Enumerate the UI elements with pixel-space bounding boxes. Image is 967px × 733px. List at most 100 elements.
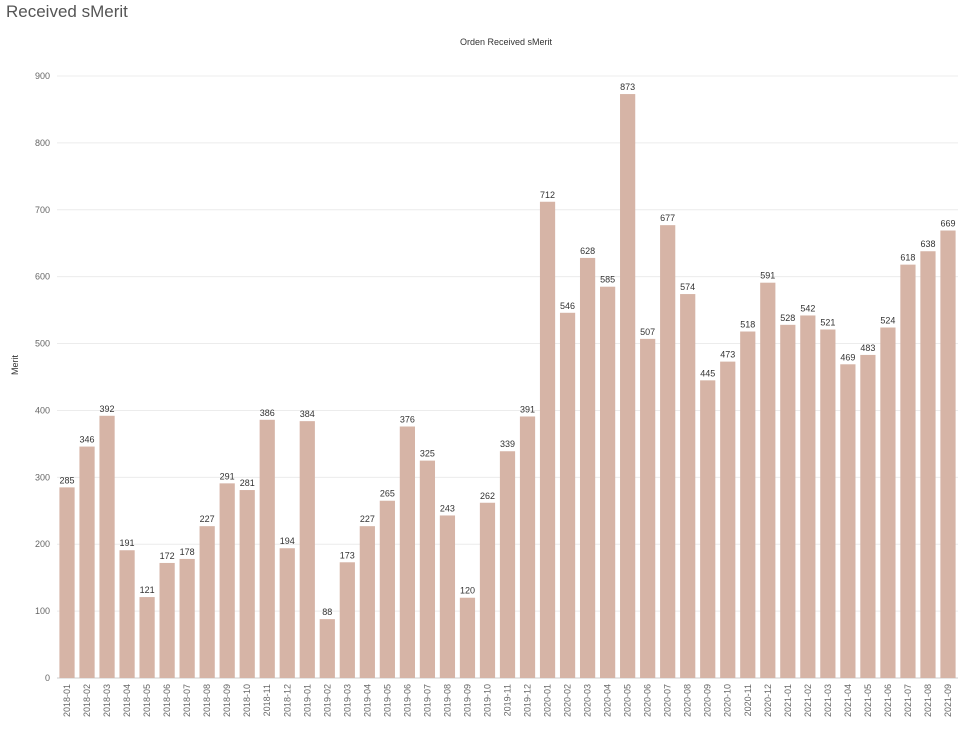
- x-tick-label: 2021-06: [883, 684, 893, 717]
- page-title: Received sMerit: [6, 2, 128, 21]
- x-tick-label: 2021-09: [943, 684, 953, 717]
- bar-2019-09[interactable]: [459, 597, 476, 678]
- bar-2018-05[interactable]: [139, 597, 155, 678]
- x-tick-label: 2020-08: [683, 684, 693, 717]
- y-tick-label: 0: [45, 673, 50, 683]
- x-tick-label: 2020-09: [703, 684, 713, 717]
- bar-2021-04[interactable]: [840, 364, 856, 678]
- bar-2020-06[interactable]: [640, 338, 656, 678]
- bar-2018-11[interactable]: [259, 419, 275, 678]
- bars: [59, 94, 956, 679]
- bar-2020-03[interactable]: [579, 257, 596, 678]
- data-label: 172: [160, 551, 175, 561]
- data-label: 191: [120, 538, 135, 548]
- bar-2018-04[interactable]: [119, 550, 135, 678]
- bar-2019-07[interactable]: [419, 460, 436, 678]
- bar-2021-07[interactable]: [900, 264, 916, 678]
- bar-2020-04[interactable]: [600, 286, 616, 678]
- bar-2018-01[interactable]: [59, 487, 75, 678]
- data-label: 227: [200, 514, 215, 524]
- x-tick-label: 2020-10: [723, 684, 733, 717]
- data-label: 677: [660, 213, 675, 223]
- data-label: 285: [59, 475, 74, 485]
- data-label: 521: [820, 318, 835, 328]
- x-tick-label: 2019-01: [302, 684, 312, 717]
- data-label: 518: [740, 320, 755, 330]
- y-tick-label: 400: [35, 405, 50, 415]
- x-tick-label: 2019-11: [503, 684, 513, 716]
- x-tick-label: 2018-10: [242, 684, 252, 717]
- bar-2019-10[interactable]: [479, 502, 496, 678]
- data-label: 638: [920, 239, 935, 249]
- data-label: 391: [520, 404, 535, 414]
- x-tick-label: 2018-07: [182, 684, 192, 717]
- data-label: 346: [80, 435, 95, 445]
- x-tick-label: 2021-03: [823, 684, 833, 717]
- x-tick-label: 2020-07: [663, 684, 673, 717]
- x-tick-label: 2019-07: [422, 684, 432, 717]
- x-tick-label: 2020-06: [643, 684, 653, 717]
- data-label: 194: [280, 536, 295, 546]
- bar-2021-09[interactable]: [940, 230, 956, 678]
- bar-2019-06[interactable]: [399, 426, 415, 678]
- x-tick-label: 2019-06: [402, 684, 412, 717]
- data-label: 227: [360, 514, 375, 524]
- bar-2018-09[interactable]: [219, 483, 235, 678]
- bar-2020-10[interactable]: [720, 361, 736, 678]
- bar-2020-02[interactable]: [559, 312, 576, 678]
- bar-2019-08[interactable]: [439, 515, 456, 678]
- bar-2019-04[interactable]: [359, 526, 375, 678]
- data-label: 281: [240, 478, 255, 488]
- bar-2018-03[interactable]: [99, 415, 115, 678]
- data-label: 483: [860, 343, 875, 353]
- bar-2020-05[interactable]: [620, 94, 636, 678]
- data-labels: 285 346 392 191 121 172 178 227 291 281 386 194 384 8…: [59, 82, 955, 617]
- x-tick-label: 2020-02: [563, 684, 573, 717]
- bar-2018-08[interactable]: [199, 526, 215, 678]
- y-tick-label: 800: [35, 138, 50, 148]
- data-label: 243: [440, 503, 455, 513]
- x-tick-label: 2018-11: [262, 684, 272, 716]
- bar-2020-12[interactable]: [760, 282, 776, 678]
- bar-2020-11[interactable]: [740, 331, 756, 678]
- bar-2019-11[interactable]: [499, 451, 516, 678]
- bar-2020-09[interactable]: [700, 380, 716, 678]
- data-label: 384: [300, 409, 315, 419]
- data-label: 339: [500, 439, 515, 449]
- bar-2021-02[interactable]: [800, 315, 816, 678]
- data-label: 376: [400, 414, 415, 424]
- bar-2018-02[interactable]: [79, 446, 95, 678]
- bar-2020-08[interactable]: [680, 294, 696, 678]
- x-tick-label: 2018-09: [222, 684, 232, 717]
- x-axis: 2018-01 2018-02 2018-03 2018-04 2018-05 2018-…: [62, 684, 953, 717]
- y-axis-title: Merit: [10, 355, 20, 375]
- data-label: 469: [840, 352, 855, 362]
- bar-2019-05[interactable]: [379, 500, 395, 678]
- bar-2019-12[interactable]: [519, 416, 536, 678]
- bar-2018-07[interactable]: [179, 558, 195, 678]
- bar-2018-12[interactable]: [279, 548, 295, 678]
- bar-2021-05[interactable]: [860, 354, 876, 678]
- bar-2021-06[interactable]: [880, 327, 896, 678]
- x-tick-label: 2019-05: [382, 684, 392, 717]
- bar-2018-10[interactable]: [239, 490, 255, 678]
- bar-2019-01[interactable]: [299, 421, 315, 678]
- bar-2020-01[interactable]: [539, 201, 556, 679]
- y-tick-label: 900: [35, 71, 50, 81]
- bar-2021-03[interactable]: [820, 329, 836, 678]
- bar-2020-07[interactable]: [660, 225, 676, 678]
- data-label: 873: [620, 82, 635, 92]
- data-label: 120: [460, 586, 475, 596]
- x-tick-label: 2018-01: [62, 684, 72, 717]
- bar-2021-08[interactable]: [920, 251, 936, 678]
- data-label: 669: [940, 219, 955, 229]
- bar-2019-02[interactable]: [319, 619, 335, 678]
- x-tick-label: 2019-02: [322, 684, 332, 717]
- x-tick-label: 2019-10: [482, 684, 492, 717]
- y-tick-label: 700: [35, 205, 50, 215]
- bar-2019-03[interactable]: [339, 562, 355, 678]
- bar-2018-06[interactable]: [159, 562, 175, 678]
- bar-2021-01[interactable]: [780, 324, 796, 678]
- y-tick-label: 500: [35, 339, 50, 349]
- data-label: 546: [560, 301, 575, 311]
